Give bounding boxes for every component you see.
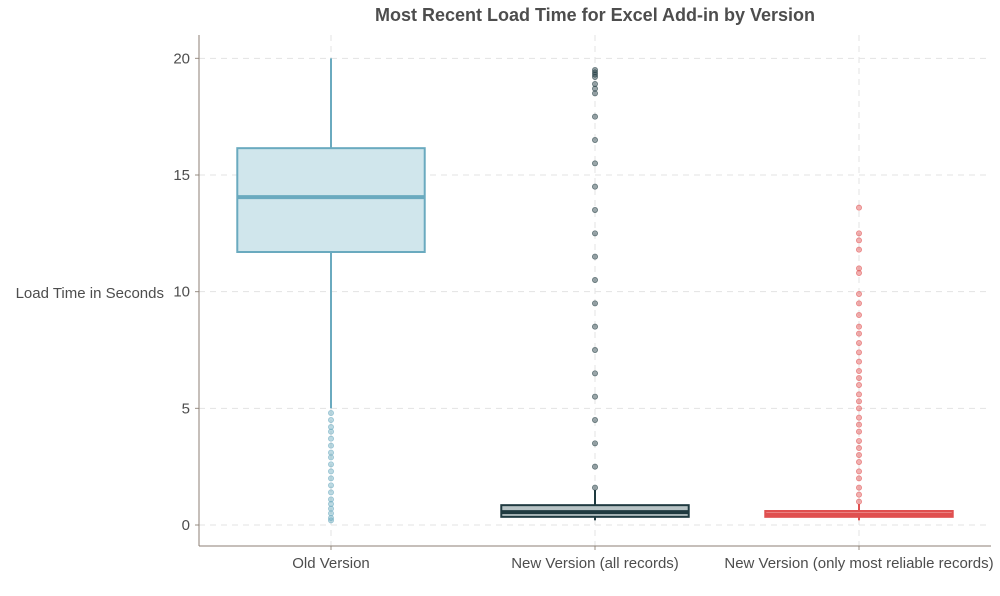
outlier-point [592, 276, 599, 283]
y-tick-label: 10 [173, 284, 190, 301]
box-group [236, 58, 426, 524]
outlier-point [856, 374, 863, 381]
outlier-point [856, 358, 863, 365]
box [236, 147, 426, 254]
outlier-point [856, 468, 863, 475]
outlier-point [856, 330, 863, 337]
outlier-point [856, 391, 863, 398]
outlier-point [327, 489, 334, 496]
x-tick-label: New Version (all records) [511, 555, 679, 572]
y-axis-label: Load Time in Seconds [16, 285, 164, 302]
outlier-point [327, 505, 334, 512]
outlier-point [327, 423, 334, 430]
outlier-point [592, 206, 599, 213]
outlier-point [592, 90, 599, 97]
outlier-point [327, 482, 334, 489]
x-tick-label: New Version (only most reliable records) [724, 555, 993, 572]
outlier-point [327, 416, 334, 423]
outlier-point [327, 461, 334, 468]
outlier-point [592, 67, 599, 74]
outlier-point [856, 381, 863, 388]
outlier-point [592, 300, 599, 307]
outlier-point [856, 475, 863, 482]
x-tick-label: Old Version [292, 555, 370, 572]
outlier-point [592, 160, 599, 167]
outlier-point [856, 451, 863, 458]
outlier-point [592, 230, 599, 237]
outlier-point [856, 458, 863, 465]
outlier-point [856, 491, 863, 498]
y-tick-label: 5 [182, 400, 190, 417]
outlier-point [592, 323, 599, 330]
outlier-point [327, 510, 334, 517]
outlier-point [856, 230, 863, 237]
outlier-point [592, 440, 599, 447]
outlier-point [592, 463, 599, 470]
outlier-point [856, 300, 863, 307]
outlier-point [327, 475, 334, 482]
outlier-point [592, 183, 599, 190]
outlier-point [856, 437, 863, 444]
outlier-point [592, 416, 599, 423]
outlier-point [327, 468, 334, 475]
outlier-point [327, 454, 334, 461]
outlier-point [856, 421, 863, 428]
outlier-point [592, 346, 599, 353]
outlier-point [592, 484, 599, 491]
outlier-point [592, 136, 599, 143]
box-group [500, 67, 690, 521]
box-layer [236, 58, 954, 524]
outlier-point [856, 428, 863, 435]
outlier-point [856, 269, 863, 276]
y-tick-label: 20 [173, 50, 190, 67]
outlier-point [856, 290, 863, 297]
y-tick-label: 15 [173, 167, 190, 184]
outlier-point [856, 444, 863, 451]
outlier-point [327, 449, 334, 456]
y-tick-label: 0 [182, 517, 190, 534]
outlier-point [327, 442, 334, 449]
outlier-point [856, 265, 863, 272]
outlier-point [592, 81, 599, 88]
axis-layer: 0 5 10 15 20 Old Version New Version (all reco… [173, 35, 994, 572]
outlier-point [856, 323, 863, 330]
outlier-point [592, 253, 599, 260]
outlier-point [592, 393, 599, 400]
outlier-point [327, 428, 334, 435]
outlier-point [856, 246, 863, 253]
box-group [764, 204, 954, 521]
outlier-point [327, 496, 334, 503]
outlier-point [856, 204, 863, 211]
outlier-point [856, 349, 863, 356]
outlier-point [327, 409, 334, 416]
outlier-point [592, 370, 599, 377]
outlier-point [856, 237, 863, 244]
outlier-point [327, 435, 334, 442]
outlier-point [856, 311, 863, 318]
outlier-point [856, 339, 863, 346]
outlier-point [856, 405, 863, 412]
outlier-point [856, 414, 863, 421]
chart-title: Most Recent Load Time for Excel Add-in b… [374, 5, 816, 25]
outlier-point [856, 498, 863, 505]
outlier-point [856, 367, 863, 374]
outlier-point [592, 113, 599, 120]
outlier-point [856, 398, 863, 405]
outlier-point [327, 515, 334, 522]
outlier-point [327, 500, 334, 507]
outlier-point [592, 85, 599, 92]
outlier-point [856, 484, 863, 491]
